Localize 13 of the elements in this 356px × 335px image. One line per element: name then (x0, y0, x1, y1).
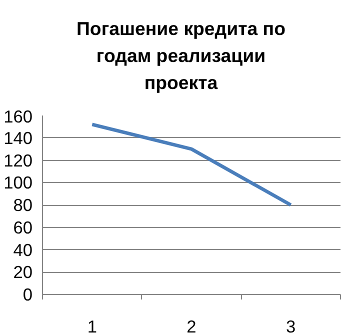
y-tick-label: 20 (13, 262, 33, 282)
chart-title: Погашение кредита по годам реализации проекта (76, 17, 286, 96)
y-tick-label: 140 (4, 128, 33, 148)
x-tick-label: 1 (87, 316, 97, 335)
x-tick-label: 3 (286, 316, 296, 335)
y-tick-label: 0 (22, 284, 33, 304)
y-tick-label: 120 (4, 150, 33, 170)
y-tick-label: 160 (4, 106, 33, 126)
y-tick-label: 40 (13, 240, 33, 260)
y-tick-label: 100 (4, 172, 33, 193)
y-tick-label: 60 (13, 217, 33, 238)
x-tick-label: 2 (186, 316, 196, 335)
y-tick-label: 80 (13, 195, 33, 215)
